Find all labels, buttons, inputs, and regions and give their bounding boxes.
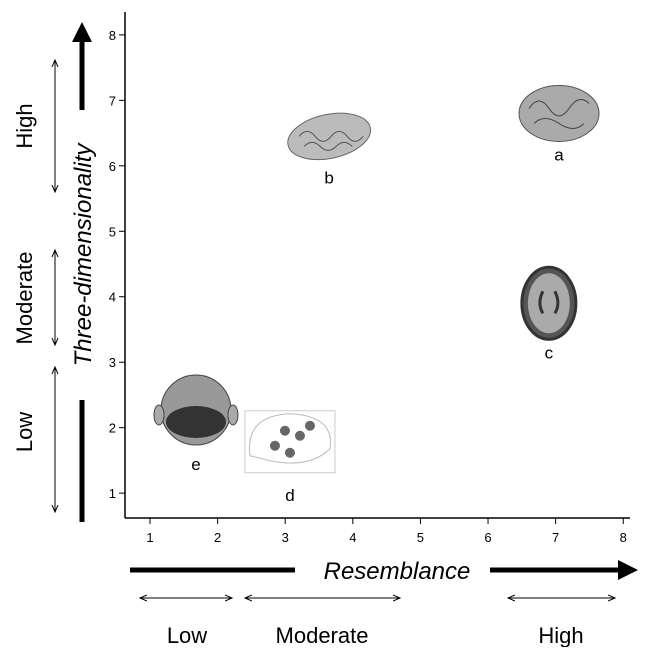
x-level: Moderate [276,623,369,647]
y-tick-label: 7 [109,93,116,108]
y-level: Low [12,412,37,452]
blob [269,440,280,451]
blob [279,425,290,436]
y-axis-label: Three-dimensionality [70,142,97,367]
y-tick-label: 2 [109,421,116,436]
ear-right [227,404,239,426]
y-tick-label: 5 [109,224,116,239]
x-tick-label: 7 [552,530,559,545]
x-axis-label: Resemblance [324,558,471,585]
point-label: d [285,486,294,505]
y-tick-label: 1 [109,486,116,501]
x-tick-label: 6 [484,530,491,545]
brain-folds [298,130,364,151]
brain-icon [518,84,600,142]
y-tick-label: 6 [109,159,116,174]
blob [294,430,305,441]
x-tick-label: 3 [282,530,289,545]
data-point [153,374,239,446]
ear-left [153,404,165,426]
y-label-bg [67,110,97,400]
y-tick-label: 8 [109,28,116,43]
scalp-map [165,405,226,438]
mri-inner [527,273,570,334]
glass-brain [248,413,331,464]
y-level: High [12,103,37,148]
y-tick-label: 3 [109,355,116,370]
data-point [520,265,578,341]
x-tick-label: 8 [620,530,627,545]
data-point [518,84,600,142]
data-point [287,112,371,161]
point-label: b [324,168,333,187]
point-label: a [554,145,564,164]
point-label: c [545,343,554,362]
x-tick-label: 5 [417,530,424,545]
x-level: Low [167,623,207,647]
blob [284,447,295,458]
x-label-bg [295,555,490,585]
level-arrows [55,60,615,598]
brain-icon [287,112,371,161]
y-tick-label: 4 [109,290,116,305]
x-level: High [538,623,583,647]
y-level: Moderate [12,252,37,345]
brain-folds [528,98,590,129]
x-tick-label: 4 [349,530,356,545]
data-point [244,410,336,474]
x-tick-label: 1 [146,530,153,545]
blob [304,420,315,431]
mri-ventricles [538,290,560,315]
point-label: e [191,455,200,474]
x-tick-label: 2 [214,530,221,545]
